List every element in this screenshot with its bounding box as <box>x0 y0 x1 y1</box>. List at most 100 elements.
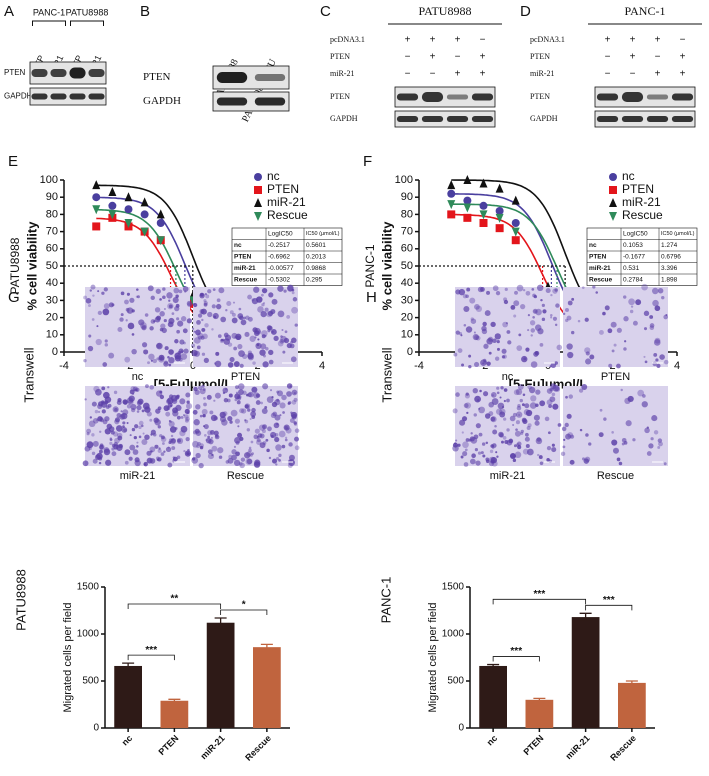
cell <box>131 333 135 336</box>
micrograph-label: PTEN <box>231 371 260 383</box>
cell <box>172 456 176 459</box>
cell <box>168 419 171 423</box>
cell <box>103 447 110 453</box>
blot-band <box>646 116 669 122</box>
cell <box>525 347 530 352</box>
cell <box>490 416 496 422</box>
cell <box>207 311 213 318</box>
x-tick-label: nc <box>120 733 135 748</box>
micrograph-label: nc <box>132 371 144 383</box>
cell <box>632 320 638 326</box>
cell <box>227 362 234 368</box>
cell <box>486 290 491 295</box>
cell <box>488 351 492 355</box>
cell <box>288 401 292 405</box>
cell <box>194 428 200 434</box>
cell <box>243 316 246 320</box>
cell <box>134 459 141 467</box>
cell <box>514 430 521 437</box>
cell <box>202 387 206 391</box>
significance-bracket <box>492 598 587 605</box>
y-tick-label: 40 <box>401 277 413 289</box>
cell <box>88 334 92 338</box>
cell <box>485 441 489 445</box>
bar <box>571 617 600 728</box>
cell <box>199 443 204 448</box>
cell <box>464 402 472 409</box>
cell <box>154 444 159 449</box>
cell <box>641 401 648 408</box>
cell <box>92 294 95 297</box>
condition-sign: − <box>655 52 661 63</box>
cell <box>584 456 591 463</box>
cell <box>268 359 274 365</box>
cell <box>265 347 269 351</box>
cell <box>261 424 267 429</box>
cell <box>227 457 234 464</box>
cell <box>233 361 240 368</box>
cell <box>260 343 267 350</box>
blot-band <box>216 97 248 106</box>
blot-membrane <box>594 86 696 108</box>
cell <box>95 454 101 461</box>
cell <box>294 323 298 327</box>
cell <box>221 419 228 426</box>
cell <box>244 419 247 422</box>
condition-sign: + <box>655 69 661 80</box>
cell <box>294 445 300 451</box>
cell <box>150 319 156 324</box>
data-point <box>463 175 472 184</box>
cell <box>158 447 161 450</box>
cell <box>138 319 145 326</box>
condition-sign: + <box>480 69 486 80</box>
cell <box>658 441 663 447</box>
cell <box>535 437 543 445</box>
legend-marker <box>254 212 262 221</box>
cell <box>170 434 174 438</box>
cell <box>264 307 269 312</box>
cell <box>204 434 207 437</box>
cell <box>126 397 134 404</box>
cell <box>278 430 286 438</box>
cell <box>152 358 157 364</box>
y-tick-label: 10 <box>401 329 413 341</box>
cell <box>655 358 659 362</box>
y-tick-label: 30 <box>401 294 413 306</box>
cell <box>147 361 150 365</box>
cell <box>176 455 181 460</box>
cell <box>653 430 659 435</box>
cell <box>91 451 96 456</box>
cell <box>539 400 546 407</box>
cell <box>193 302 198 308</box>
data-point <box>92 205 101 215</box>
cell <box>111 451 117 457</box>
cell <box>159 298 162 301</box>
table-cell: miR-21 <box>589 265 611 272</box>
condition-label: miR-21 <box>530 69 554 78</box>
cell <box>109 441 113 446</box>
cell <box>291 389 298 396</box>
cell <box>210 414 218 422</box>
cell <box>138 435 142 439</box>
cell <box>497 402 505 410</box>
x-tick-label: nc <box>485 733 500 748</box>
cell <box>506 330 511 334</box>
cell <box>254 336 257 339</box>
cell <box>119 317 124 322</box>
cell <box>203 424 209 430</box>
cell <box>117 327 123 333</box>
cell <box>483 391 489 397</box>
condition-label: pcDNA3.1 <box>330 35 365 44</box>
condition-sign: + <box>430 35 436 46</box>
cell <box>255 400 261 405</box>
cell <box>113 390 118 395</box>
cell <box>193 337 201 344</box>
cell <box>653 339 661 346</box>
cell <box>104 343 108 347</box>
x-tick-label: -4 <box>414 360 424 372</box>
cell <box>153 417 159 423</box>
cell <box>261 429 266 434</box>
blot-band <box>254 97 286 106</box>
cell <box>481 442 486 446</box>
cell <box>502 354 507 359</box>
